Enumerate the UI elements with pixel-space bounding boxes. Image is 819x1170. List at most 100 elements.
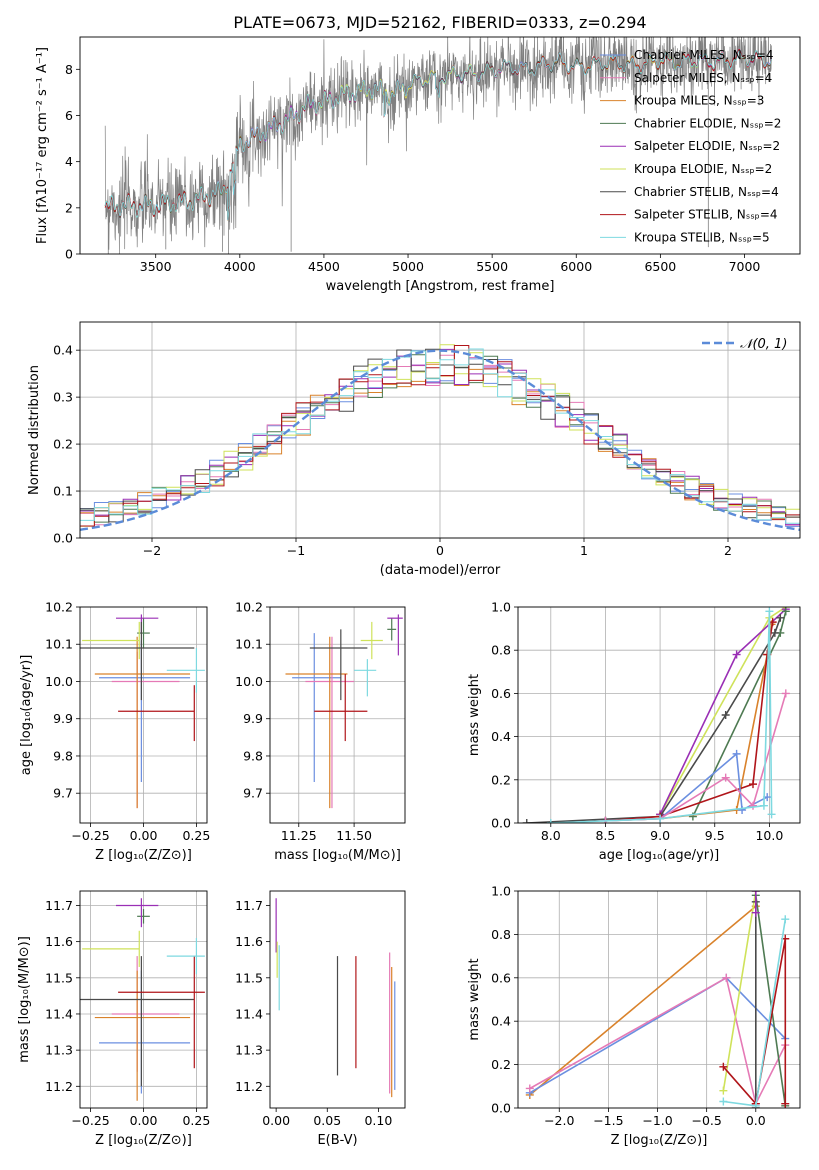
- x-tick-label: 0.00: [262, 1113, 290, 1128]
- axes-frame: [79, 606, 208, 824]
- y-tick-label: 0.1: [53, 484, 73, 499]
- normal-distribution-curve: [80, 349, 800, 531]
- y-axis-label: mass [log₁₀(M/M⊙)]: [17, 936, 32, 1063]
- plot-area: [80, 614, 205, 809]
- x-tick-label: 8.0: [541, 828, 561, 843]
- y-tick-label: 0.6: [491, 686, 511, 701]
- observed-spectrum-line: [104, 37, 772, 254]
- plot-area: [80, 344, 800, 538]
- residuals-panel: −2 −1 0 1 2 0.0 0.1 0.2 0.3 0.4 (data-model)/error…: [27, 321, 801, 578]
- y-tick-label: 11.6: [235, 934, 263, 949]
- weight-series-salpeter-stelib: [719, 934, 790, 1108]
- y-tick-label: 11.5: [235, 970, 263, 985]
- weight-series-kroupa-stelib: [546, 607, 776, 823]
- errorbar-kroupa-miles: [94, 970, 191, 1101]
- axis-ticks: −0.25 0.00 0.25 11.2 11.3 11.4 11.5 11.6 11.7: [45, 891, 210, 1128]
- x-axis-label: Z [log₁₀(Z/Z⊙)]: [95, 1133, 192, 1148]
- axis-ticks: 0.00 0.05 0.10 11.2 11.3 11.4 11.5 11.6 11.7: [235, 898, 392, 1128]
- y-tick-label: 11.7: [45, 898, 73, 913]
- weight-series-chabrier-elodie: [751, 891, 790, 1108]
- plot-area: [525, 891, 790, 1108]
- weight-marker: [781, 915, 790, 924]
- axes-frame: [269, 606, 406, 824]
- errorbar-kroupa-stelib: [166, 647, 205, 693]
- x-tick-label: 4500: [308, 259, 340, 274]
- weight-vs-age-panel: 8.0 8.5 9.0 9.5 10.0 0.0 0.2 0.4 0.6 0.8 1.0 age [l…: [467, 600, 801, 863]
- weight-marker: [732, 749, 741, 758]
- x-tick-label: −1: [287, 543, 305, 558]
- y-tick-label: 11.2: [235, 1079, 263, 1094]
- y-tick-label: 2: [65, 200, 73, 215]
- errorbar-salpeter-elodie: [387, 614, 403, 656]
- plot-area: [285, 614, 403, 809]
- x-tick-label: 0.00: [130, 1113, 158, 1128]
- figure-title: PLATE=0673, MJD=52162, FIBERID=0333, z=0…: [233, 13, 646, 32]
- y-tick-label: 0: [65, 247, 73, 262]
- axis-ticks: 11.25 11.50 9.7 9.8 9.9 10.0 10.1 10.2: [235, 600, 405, 843]
- weight-line: [529, 976, 787, 1107]
- weight-line: [529, 905, 757, 1096]
- weight-marker: [767, 810, 776, 819]
- y-tick-label: 9.7: [243, 786, 263, 801]
- x-tick-label: −1.0: [642, 1113, 672, 1128]
- x-tick-label: −0.25: [71, 828, 109, 843]
- x-axis-label: Z [log₁₀(Z/Z⊙)]: [611, 1133, 708, 1148]
- legend-entry: Salpeter ELODIE, Nₛₛₚ=2: [634, 139, 780, 153]
- plot-area: [80, 898, 205, 1101]
- weight-marker: [722, 973, 731, 982]
- x-tick-label: 7000: [729, 259, 761, 274]
- weight-marker: [656, 814, 665, 823]
- y-tick-label: 9.8: [53, 748, 73, 763]
- x-tick-label: 4000: [224, 259, 256, 274]
- plot-area: [275, 898, 396, 1098]
- axes-frame: [79, 321, 801, 539]
- errorbar-kroupa-elodie: [82, 621, 140, 660]
- y-tick-label: 9.7: [53, 786, 73, 801]
- spectrum-legend: Chabrier MILES, Nₛₛₚ=4 Salpeter MILES, Nₛ…: [600, 48, 781, 244]
- errorbar-kroupa-miles: [94, 636, 191, 809]
- weight-marker: [781, 1099, 790, 1108]
- y-axis-label: Flux [fλ10⁻¹⁷ erg cm⁻² s⁻¹ A⁻¹]: [35, 47, 50, 244]
- weight-line: [722, 938, 787, 1106]
- residuals-legend: 𝒩(0, 1): [702, 337, 787, 352]
- errorbar-salpeter-stelib: [118, 956, 205, 1069]
- weight-vs-metallicity-panel: −2.0 −1.5 −1.0 −0.5 0.0 0.0 0.2 0.4 0.6 0.8 1.0 Z […: [467, 884, 801, 1148]
- legend-entry: Salpeter MILES, Nₛₛₚ=4: [634, 71, 772, 85]
- weight-marker: [749, 780, 757, 789]
- legend-entry: Chabrier STELIB, Nₛₛₚ=4: [634, 185, 779, 199]
- y-tick-label: 0.3: [53, 390, 73, 405]
- x-tick-label: −2.0: [544, 1113, 574, 1128]
- mass-vs-metallicity-panel: −0.25 0.00 0.25 11.2 11.3 11.4 11.5 11.6 11.7 Z […: [17, 890, 210, 1148]
- x-tick-label: 1: [580, 543, 588, 558]
- weight-marker: [776, 613, 785, 622]
- axes-frame: [269, 890, 406, 1109]
- weight-marker: [738, 806, 747, 815]
- weight-marker: [719, 1086, 728, 1095]
- axes-frame: [79, 890, 208, 1109]
- legend-entry: 𝒩(0, 1): [740, 337, 787, 352]
- residual-histogram-kroupa-stelib: [80, 348, 800, 538]
- errorbar-kroupa-miles: [285, 636, 348, 809]
- y-tick-label: 10.0: [45, 674, 73, 689]
- y-tick-label: 1.0: [491, 884, 511, 899]
- y-tick-label: 11.6: [45, 934, 73, 949]
- y-axis-label: age [log₁₀(age/yr)]: [19, 655, 34, 776]
- axis-ticks: 3500 4000 4500 5000 5500 6000 6500 7000 0 2 4 6 8: [65, 62, 760, 274]
- x-tick-label: 2: [724, 543, 732, 558]
- errorbar-chabrier-miles: [292, 633, 341, 783]
- x-axis-label: age [log₁₀(age/yr)]: [599, 848, 720, 863]
- y-tick-label: 0.6: [491, 970, 511, 985]
- x-tick-label: 0.0: [746, 1113, 766, 1128]
- weight-line: [755, 895, 787, 1106]
- legend-entry: Kroupa ELODIE, Nₛₛₚ=2: [634, 162, 772, 176]
- errorbar-salpeter-miles: [111, 956, 180, 1072]
- weight-marker: [751, 1101, 760, 1108]
- weight-marker: [721, 773, 730, 782]
- y-axis-label: mass weight: [467, 958, 482, 1040]
- y-axis-label: Normed distribution: [27, 365, 42, 495]
- weight-marker: [525, 1084, 534, 1093]
- errorbar-kroupa-stelib: [354, 659, 377, 697]
- x-tick-label: −1.5: [593, 1113, 623, 1128]
- y-tick-label: 11.2: [45, 1079, 73, 1094]
- y-tick-label: 10.0: [235, 674, 263, 689]
